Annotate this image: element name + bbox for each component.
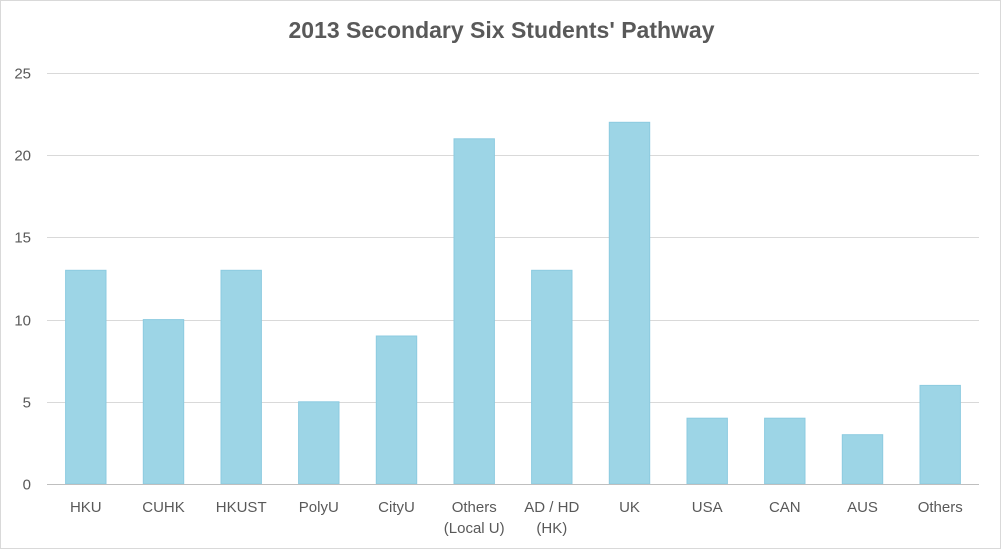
x-tick-label: HKUST bbox=[216, 499, 267, 516]
bar bbox=[841, 434, 884, 485]
x-tick-label: Others bbox=[918, 499, 963, 516]
bar bbox=[531, 269, 573, 485]
y-tick-labels: 0 5 10 15 20 25 bbox=[14, 66, 31, 494]
bars bbox=[65, 121, 961, 485]
y-tick-label: 10 bbox=[14, 313, 31, 330]
bar bbox=[375, 335, 418, 485]
x-tick-label: AUS bbox=[847, 499, 878, 516]
x-tick-label: CUHK bbox=[142, 499, 185, 516]
bar bbox=[298, 401, 340, 485]
chart-title: 2013 Secondary Six Students' Pathway bbox=[288, 17, 715, 43]
x-tick-label: UK bbox=[619, 499, 640, 516]
y-tick-label: 0 bbox=[23, 477, 31, 494]
bar bbox=[453, 138, 495, 485]
bar bbox=[65, 269, 107, 485]
bar bbox=[686, 417, 728, 485]
x-tick-label: CityU bbox=[378, 499, 415, 516]
y-tick-label: 5 bbox=[23, 395, 31, 412]
x-tick-label: Others (Local U) bbox=[444, 499, 505, 537]
x-tick-label: AD / HD (HK) bbox=[524, 499, 579, 537]
bar bbox=[220, 269, 262, 485]
x-tick-label: HKU bbox=[70, 499, 102, 516]
gridlines bbox=[47, 73, 979, 403]
bar bbox=[142, 319, 185, 485]
bar bbox=[919, 384, 961, 485]
y-tick-label: 20 bbox=[14, 148, 31, 165]
x-tick-label: PolyU bbox=[299, 499, 339, 516]
bar bbox=[764, 417, 806, 485]
y-tick-label: 15 bbox=[14, 230, 31, 247]
y-tick-label: 25 bbox=[14, 66, 31, 83]
x-tick-labels: HKU CUHK HKUST PolyU CityU Others (Local U) AD … bbox=[70, 499, 963, 537]
bar bbox=[608, 121, 651, 485]
x-tick-label: CAN bbox=[769, 499, 801, 516]
x-tick-label: USA bbox=[692, 499, 723, 516]
